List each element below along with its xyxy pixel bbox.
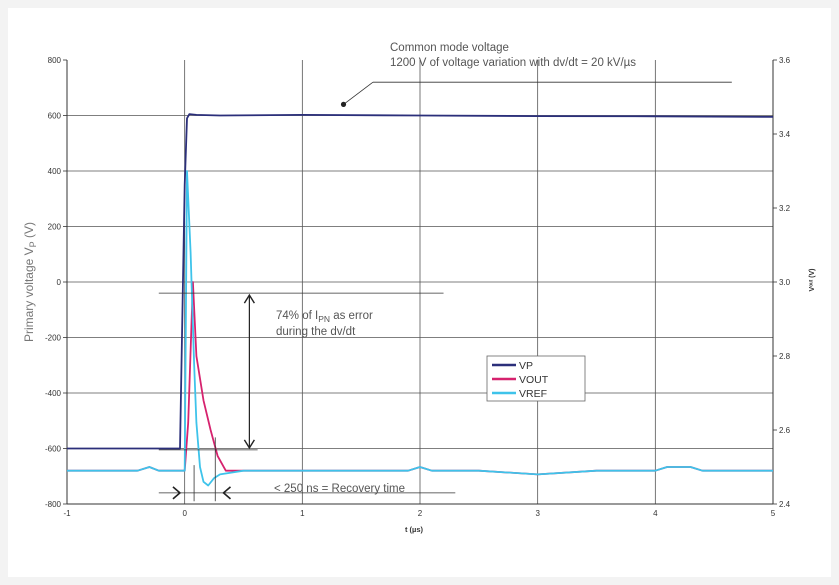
axes (63, 59, 777, 505)
y-tick-label: -400 (45, 389, 62, 398)
annotation-common-mode-detail: 1200 V of voltage variation with dv/dt =… (390, 57, 636, 69)
annotation-error-line2: during the dv/dt (276, 326, 356, 338)
y-tick-label: 600 (48, 112, 62, 121)
x-tick-label: -1 (63, 509, 71, 518)
y2-tick-label: 3.4 (779, 130, 791, 139)
y2-tick-label: 2.4 (779, 500, 791, 509)
x-tick-label: 0 (182, 509, 187, 518)
x-tick-label: 2 (418, 509, 423, 518)
y-tick-label: -800 (45, 500, 62, 509)
x-tick-label: 1 (300, 509, 305, 518)
x-tick-label: 4 (653, 509, 658, 518)
grid (67, 60, 773, 504)
series-line-vp (67, 113, 774, 450)
y-tick-label: -600 (45, 445, 62, 454)
error-arrow-head-up (243, 293, 255, 304)
y2-tick-label: 3.6 (779, 56, 791, 65)
annotation-leader (343, 81, 374, 105)
y-tick-label: 800 (48, 56, 62, 65)
recovery-bracket-left (172, 486, 182, 500)
annotation-error-line1: 74% of IPN as error (276, 310, 373, 324)
y2-tick-label: 3.0 (779, 278, 791, 287)
y-tick-label: 200 (48, 223, 62, 232)
annotation-common-mode-title: Common mode voltage (390, 42, 509, 54)
y2-tick-label: 2.6 (779, 426, 791, 435)
y2-tick-label: 2.8 (779, 352, 791, 361)
y-tick-label: 400 (48, 167, 62, 176)
x-tick-label: 3 (535, 509, 540, 518)
series-lines (67, 113, 774, 487)
legend: VP VOUT VREF (486, 355, 586, 402)
recovery-bracket-right (222, 486, 232, 500)
y-axis-label: Primary voltage VP (V) (22, 222, 38, 342)
legend-label-vref: VREF (519, 388, 547, 400)
x-axis-label: t (µs) (405, 525, 424, 534)
annotation-recovery: < 250 ns = Recovery time (274, 483, 405, 495)
tick-labels: -1 0 1 2 3 4 5 800 600 400 200 0 -200 -400 -600 -800 3.6… (45, 56, 791, 518)
y-tick-label: -200 (45, 334, 62, 343)
legend-label-vout: VOUT (519, 374, 549, 386)
series-line-vref (67, 170, 773, 487)
error-arrow-head-down (243, 439, 255, 450)
legend-label-vp: VP (519, 360, 533, 372)
y2-axis-label: Vᵒᵘᵗ (V) (809, 269, 816, 292)
x-tick-label: 5 (771, 509, 776, 518)
annotation-dot (340, 101, 347, 107)
chart: -1 0 1 2 3 4 5 800 600 400 200 0 -200 -400 -600 -800 3.6… (22, 42, 816, 534)
y-tick-label: 0 (57, 278, 62, 287)
chart-panel: -1 0 1 2 3 4 5 800 600 400 200 0 -200 -400 -600 -800 3.6… (8, 8, 831, 577)
y2-tick-label: 3.2 (779, 204, 791, 213)
annotations: Common mode voltage 1200 V of voltage var… (158, 42, 732, 502)
